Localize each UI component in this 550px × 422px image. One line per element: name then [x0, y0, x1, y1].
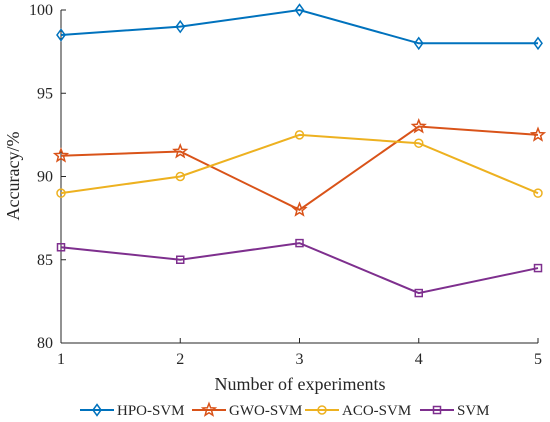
- series-gwo-svm: [52, 117, 547, 217]
- data-point-svm: [56, 243, 66, 252]
- legend-item-hpo-svm: HPO-SVM: [80, 403, 185, 419]
- x-tick-label: 1: [57, 351, 65, 368]
- x-ticks: 1 2 3 4 5: [57, 338, 542, 368]
- data-point-aco-svm: [175, 171, 185, 182]
- data-point-hpo-svm: [413, 36, 424, 51]
- data-point-hpo-svm: [294, 3, 305, 17]
- series-line-gwo-svm: [60, 125, 539, 211]
- x-tick-label: 4: [415, 351, 423, 368]
- data-point-gwo-svm: [52, 147, 70, 163]
- series-layer: [52, 3, 547, 298]
- legend-label: ACO-SVM: [342, 403, 411, 419]
- series-svm: [56, 238, 543, 298]
- x-tick-label: 3: [296, 351, 304, 368]
- legend-label: SVM: [457, 403, 490, 419]
- y-tick-label: 80: [37, 335, 53, 352]
- data-point-hpo-svm: [533, 36, 543, 51]
- plot-area: [60, 10, 538, 344]
- data-point-svm: [295, 238, 304, 248]
- y-tick-label: 85: [37, 252, 53, 269]
- legend-marker: [432, 405, 442, 415]
- data-point-aco-svm: [414, 138, 424, 148]
- legend-item-svm: SVM: [420, 403, 490, 419]
- series-aco-svm: [56, 130, 543, 198]
- legend-marker: [317, 405, 327, 415]
- series-line-aco-svm: [60, 133, 539, 195]
- y-ticks: 80 85 90 95 100: [29, 2, 66, 352]
- x-tick-label: 5: [534, 351, 542, 368]
- data-point-svm: [414, 288, 423, 298]
- series-line-hpo-svm: [60, 8, 538, 45]
- legend-marker: [92, 403, 102, 417]
- y-axis-title: Accuracy/%: [3, 132, 23, 221]
- x-tick-label: 2: [176, 351, 184, 368]
- legend-item-aco-svm: ACO-SVM: [305, 403, 411, 419]
- x-axis-title: Number of experiments: [215, 374, 386, 394]
- data-point-hpo-svm: [175, 19, 186, 34]
- series-hpo-svm: [56, 3, 543, 51]
- data-point-aco-svm: [294, 130, 305, 140]
- data-point-svm: [176, 255, 185, 264]
- y-tick-label: 95: [37, 85, 53, 102]
- data-point-gwo-svm: [529, 126, 547, 142]
- y-tick-label: 90: [37, 169, 53, 186]
- y-tick-label: 100: [29, 2, 53, 19]
- data-point-gwo-svm: [410, 117, 427, 134]
- legend-item-gwo-svm: GWO-SVM: [192, 401, 302, 419]
- series-line-svm: [60, 242, 539, 295]
- data-point-hpo-svm: [56, 28, 66, 42]
- data-point-gwo-svm: [291, 201, 308, 217]
- legend-label: HPO-SVM: [117, 403, 185, 419]
- data-point-aco-svm: [533, 188, 543, 198]
- legend: HPO-SVM GWO-SVM ACO-SVM SVM: [80, 401, 490, 419]
- data-point-aco-svm: [56, 188, 66, 198]
- data-point-svm: [533, 263, 543, 273]
- data-point-gwo-svm: [172, 142, 189, 159]
- legend-marker: [200, 401, 218, 417]
- legend-label: GWO-SVM: [229, 403, 302, 419]
